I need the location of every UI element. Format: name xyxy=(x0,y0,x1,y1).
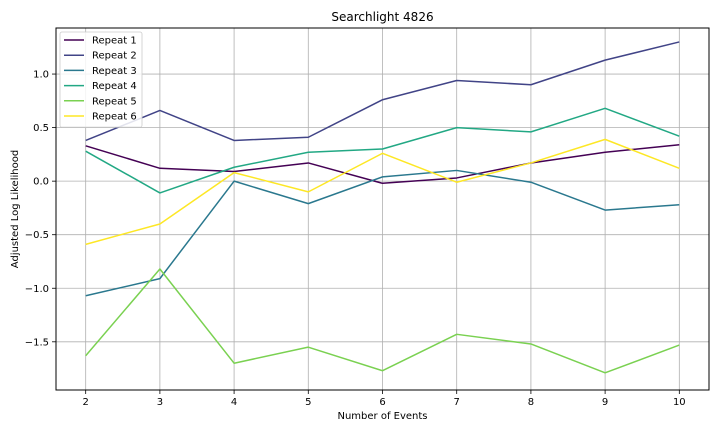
series-line-repeat-2 xyxy=(85,41,680,142)
grid xyxy=(56,28,709,390)
x-tick-label: 2 xyxy=(82,397,88,408)
series-line-repeat-3 xyxy=(85,169,680,297)
legend: Repeat 1 Repeat 2 Repeat 3 Repeat 4 Repeat 5… xyxy=(59,31,143,128)
legend-label-repeat-5: Repeat 5 xyxy=(92,96,137,107)
x-tick-label: 7 xyxy=(454,397,460,408)
y-axis-label: Adjusted Log Likelihood xyxy=(10,150,21,268)
series-lines xyxy=(85,41,680,374)
y-tick-label: −0.5 xyxy=(25,230,49,241)
y-tick-label: −1.5 xyxy=(25,337,49,348)
chart-title: Searchlight 4826 xyxy=(331,10,433,24)
x-tick-label: 5 xyxy=(305,397,311,408)
legend-label-repeat-6: Repeat 6 xyxy=(92,112,137,123)
x-tick-label: 4 xyxy=(231,397,237,408)
y-tick-label: 0.5 xyxy=(33,123,49,134)
x-axis-label: Number of Events xyxy=(337,411,427,422)
y-tick-label: 1.0 xyxy=(33,70,49,81)
series-line-repeat-6 xyxy=(85,138,680,246)
series-line-repeat-4 xyxy=(85,107,680,194)
y-tick-label: 0.0 xyxy=(33,177,49,188)
axis-ticks: 2 3 4 5 6 7 8 9 10 −1.5 −1.0 −0.5 0.0 0.5 1.0 xyxy=(25,70,686,408)
y-tick-label: −1.0 xyxy=(25,284,49,295)
series-line-repeat-1 xyxy=(85,143,680,185)
legend-label-repeat-2: Repeat 2 xyxy=(92,51,137,62)
series-line-repeat-5 xyxy=(85,268,680,374)
x-tick-label: 10 xyxy=(673,397,686,408)
x-tick-label: 9 xyxy=(602,397,608,408)
legend-label-repeat-4: Repeat 4 xyxy=(92,81,137,92)
x-tick-label: 8 xyxy=(528,397,534,408)
legend-label-repeat-3: Repeat 3 xyxy=(92,66,137,77)
x-tick-label: 6 xyxy=(379,397,385,408)
legend-label-repeat-1: Repeat 1 xyxy=(92,36,137,47)
x-tick-label: 3 xyxy=(157,397,163,408)
